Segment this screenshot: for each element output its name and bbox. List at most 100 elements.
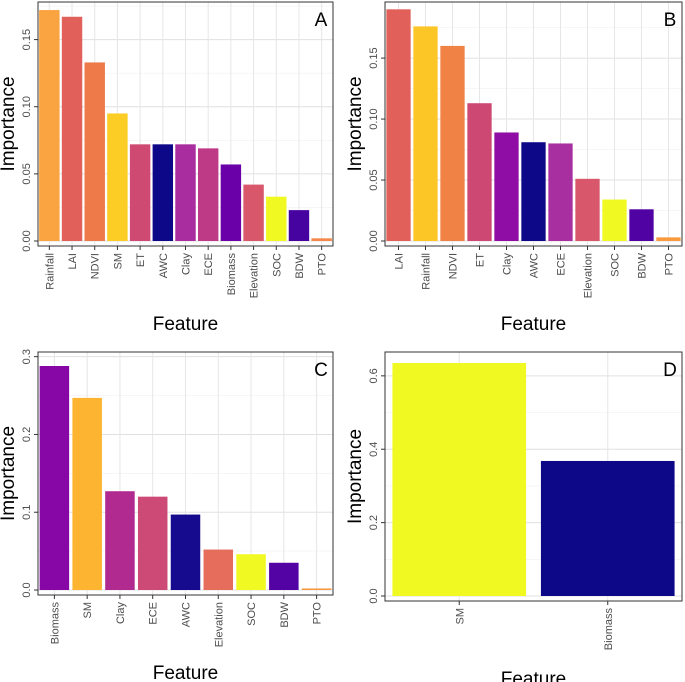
chart-panel-d: 0.0 0.2 0.4 0.6 SM Biomass Feature Importance D [345,351,683,682]
bar-ece [548,143,573,241]
bar-pto [301,588,332,590]
x-tick-label: Elevation [583,253,595,298]
y-tick-label: 0.2 [368,515,380,530]
bar-pto [311,238,332,241]
x-tick-label: AWC [529,253,541,278]
bar-pto [656,237,681,241]
x-tick-label: SOC [610,253,622,277]
bar-lai [61,16,83,241]
x-tick-label: BDW [637,252,649,278]
y-tick-label: 0.3 [21,349,33,364]
bar-ece [197,148,219,241]
bar-ndvi [84,62,105,241]
y-tick-label: 0.15 [21,29,33,50]
x-tick-label: Elevation [213,602,225,647]
x-axis-title: Feature [153,663,218,682]
x-tick-label: Biomass [49,602,61,645]
y-tick-label: 0.05 [368,169,380,190]
x-tick-label: Biomass [603,608,615,651]
bar-et [129,144,151,241]
x-tick-label: ECE [148,602,160,625]
y-tick-label: 0.2 [21,427,33,442]
x-tick-label: Biomass [226,253,238,296]
panel-label: A [315,10,328,31]
x-tick-label: Clay [502,253,514,276]
y-tick-label: 0.05 [21,163,33,184]
x-tick-label: SM [454,608,466,625]
x-tick-label: SOC [271,253,283,277]
x-tick-label: BDW [279,601,291,627]
bar-awc [521,142,546,241]
y-tick-label: 0.0 [21,582,33,597]
y-tick-label: 0.10 [21,96,33,117]
y-tick-label: 0.00 [21,230,33,251]
bar-sm [107,113,128,241]
bar-bdw [629,209,654,241]
x-axis-title: Feature [153,314,218,335]
x-tick-label: Elevation [249,253,261,298]
bar-awc [152,144,174,241]
x-tick-label: SOC [246,602,258,626]
x-tick-label: PTO [664,253,676,276]
bar-et [467,103,492,241]
bar-soc [236,554,266,590]
x-tick-label: Rainfall [44,253,56,290]
bar-soc [266,196,287,241]
y-tick-label: 0.00 [368,230,380,251]
x-tick-label: Rainfall [421,253,433,290]
x-tick-label: Clay [181,253,193,276]
x-tick-label: ECE [203,253,215,276]
x-tick-label: ET [475,253,487,267]
bar-sm [72,397,102,590]
bar-sm [392,363,527,596]
bar-ece [137,496,168,590]
y-tick-label: 0.1 [21,505,33,520]
y-axis-title: Importance [345,76,366,171]
x-tick-label: SM [112,253,124,270]
y-axis-title: Importance [0,426,19,521]
x-tick-label: ET [135,253,147,267]
panel-label: C [314,360,328,381]
x-tick-label: SM [82,602,94,619]
bar-rainfall [413,26,438,241]
bar-clay [105,491,135,590]
y-tick-label: 0.0 [368,588,380,603]
y-tick-label: 0.10 [368,108,380,129]
x-tick-label: Clay [115,602,127,625]
x-tick-label: PTO [317,253,329,276]
bar-lai [386,9,411,241]
x-tick-label: LAI [394,253,406,270]
x-axis-title: Feature [501,314,566,335]
bar-awc [170,514,201,590]
bar-clay [175,144,196,241]
bar-soc [602,199,627,241]
x-tick-label: NDVI [448,253,460,279]
x-tick-label: AWC [158,253,170,278]
bar-biomass [39,366,70,590]
bar-elevation [243,184,264,241]
bar-elevation [203,549,234,590]
bar-bdw [269,562,299,590]
bar-biomass [540,460,675,596]
y-tick-label: 0.15 [368,47,380,68]
panel-label: D [663,360,677,381]
bar-rainfall [39,10,60,241]
x-tick-label: NDVI [90,253,102,279]
bar-bdw [288,210,310,241]
y-axis-title: Importance [345,429,366,524]
chart-panel-c: 0.0 0.1 0.2 0.3 Biomass SM Clay ECE AWC Elevation… [0,349,334,682]
x-tick-label: LAI [67,253,79,270]
y-axis-title: Importance [0,76,19,171]
x-axis-title: Feature [501,669,566,682]
bar-clay [494,132,519,241]
bar-elevation [575,178,600,241]
y-tick-label: 0.4 [368,442,380,457]
panel-label: B [664,10,677,31]
bar-ndvi [440,45,465,241]
y-tick-label: 0.6 [368,368,380,383]
x-tick-label: PTO [312,602,324,625]
bar-biomass [220,164,242,241]
chart-panel-a: 0.00 0.05 0.10 0.15 Rainfall LAI NDVI SM ET AWC Cl… [0,1,334,335]
panel-border [384,351,683,602]
